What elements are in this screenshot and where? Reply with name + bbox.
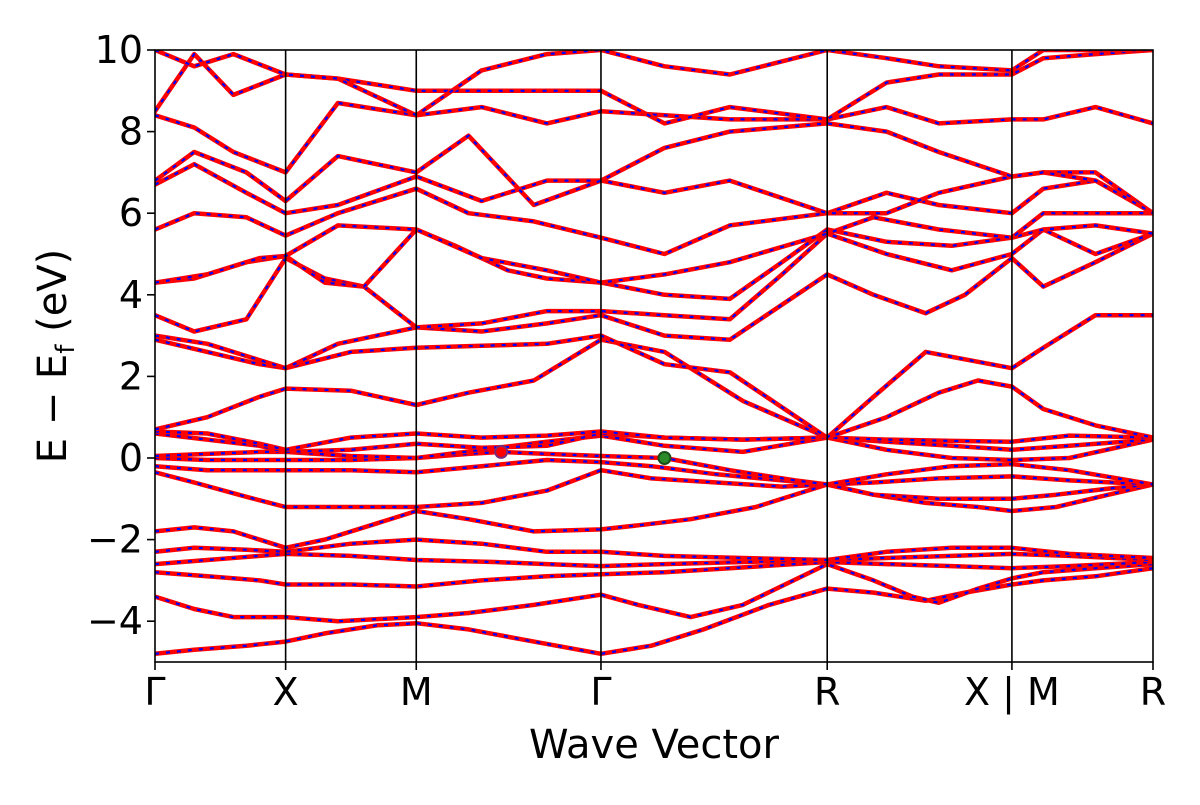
y-tick-label-0: −4 <box>87 599 143 643</box>
y-axis-title: E − Ef (eV) <box>30 249 81 464</box>
x-tick-label-5: X | M <box>964 670 1060 715</box>
band-21-dashed <box>155 101 1153 174</box>
x-axis-ticks: Γ X M Γ R X | M R <box>144 662 1166 715</box>
plot-frame <box>154 49 1154 663</box>
band-0-dashed <box>155 567 1153 655</box>
y-tick-label-1: −2 <box>87 518 143 562</box>
y-axis-title-main: E − E <box>30 354 76 464</box>
x-tick-label-0: Γ <box>144 670 165 714</box>
y-axis-title-unit: (eV) <box>30 249 76 345</box>
marker-0 <box>494 444 509 459</box>
band-7-solid <box>155 457 1153 487</box>
x-axis-title: Wave Vector <box>529 722 780 768</box>
band-5-dashed <box>155 483 1153 549</box>
y-tick-label-7: 10 <box>95 28 143 72</box>
markers-layer <box>494 444 672 465</box>
band-22-dashed <box>155 50 1153 125</box>
band-23-dashed <box>155 50 1153 117</box>
x-tick-label-4: R <box>814 670 840 714</box>
high-symmetry-lines <box>284 50 1013 662</box>
y-axis-title-subscript: f <box>51 344 81 354</box>
x-tick-label-6: R <box>1140 670 1166 714</box>
x-tick-label-3: Γ <box>590 670 611 714</box>
band-2-dashed <box>155 560 1153 588</box>
marker-1 <box>657 451 672 465</box>
band-18-solid <box>155 178 1153 257</box>
band-3-dashed <box>155 552 1153 568</box>
y-axis-ticks: −4 −2 0 2 4 6 8 10 <box>87 28 155 643</box>
band-1-dashed <box>155 562 1153 623</box>
x-tick-label-1: X <box>273 670 299 714</box>
y-tick-label-2: 0 <box>119 436 143 480</box>
y-tick-label-3: 2 <box>119 354 143 398</box>
band-17-dashed <box>155 212 1153 284</box>
band-13-dashed <box>155 314 1153 439</box>
y-tick-label-4: 4 <box>119 273 143 317</box>
x-tick-label-2: M <box>400 670 433 714</box>
band-11-dashed <box>155 430 1153 451</box>
band-20-dashed <box>155 122 1153 215</box>
y-tick-label-6: 8 <box>119 110 143 154</box>
y-tick-label-5: 6 <box>119 191 143 235</box>
